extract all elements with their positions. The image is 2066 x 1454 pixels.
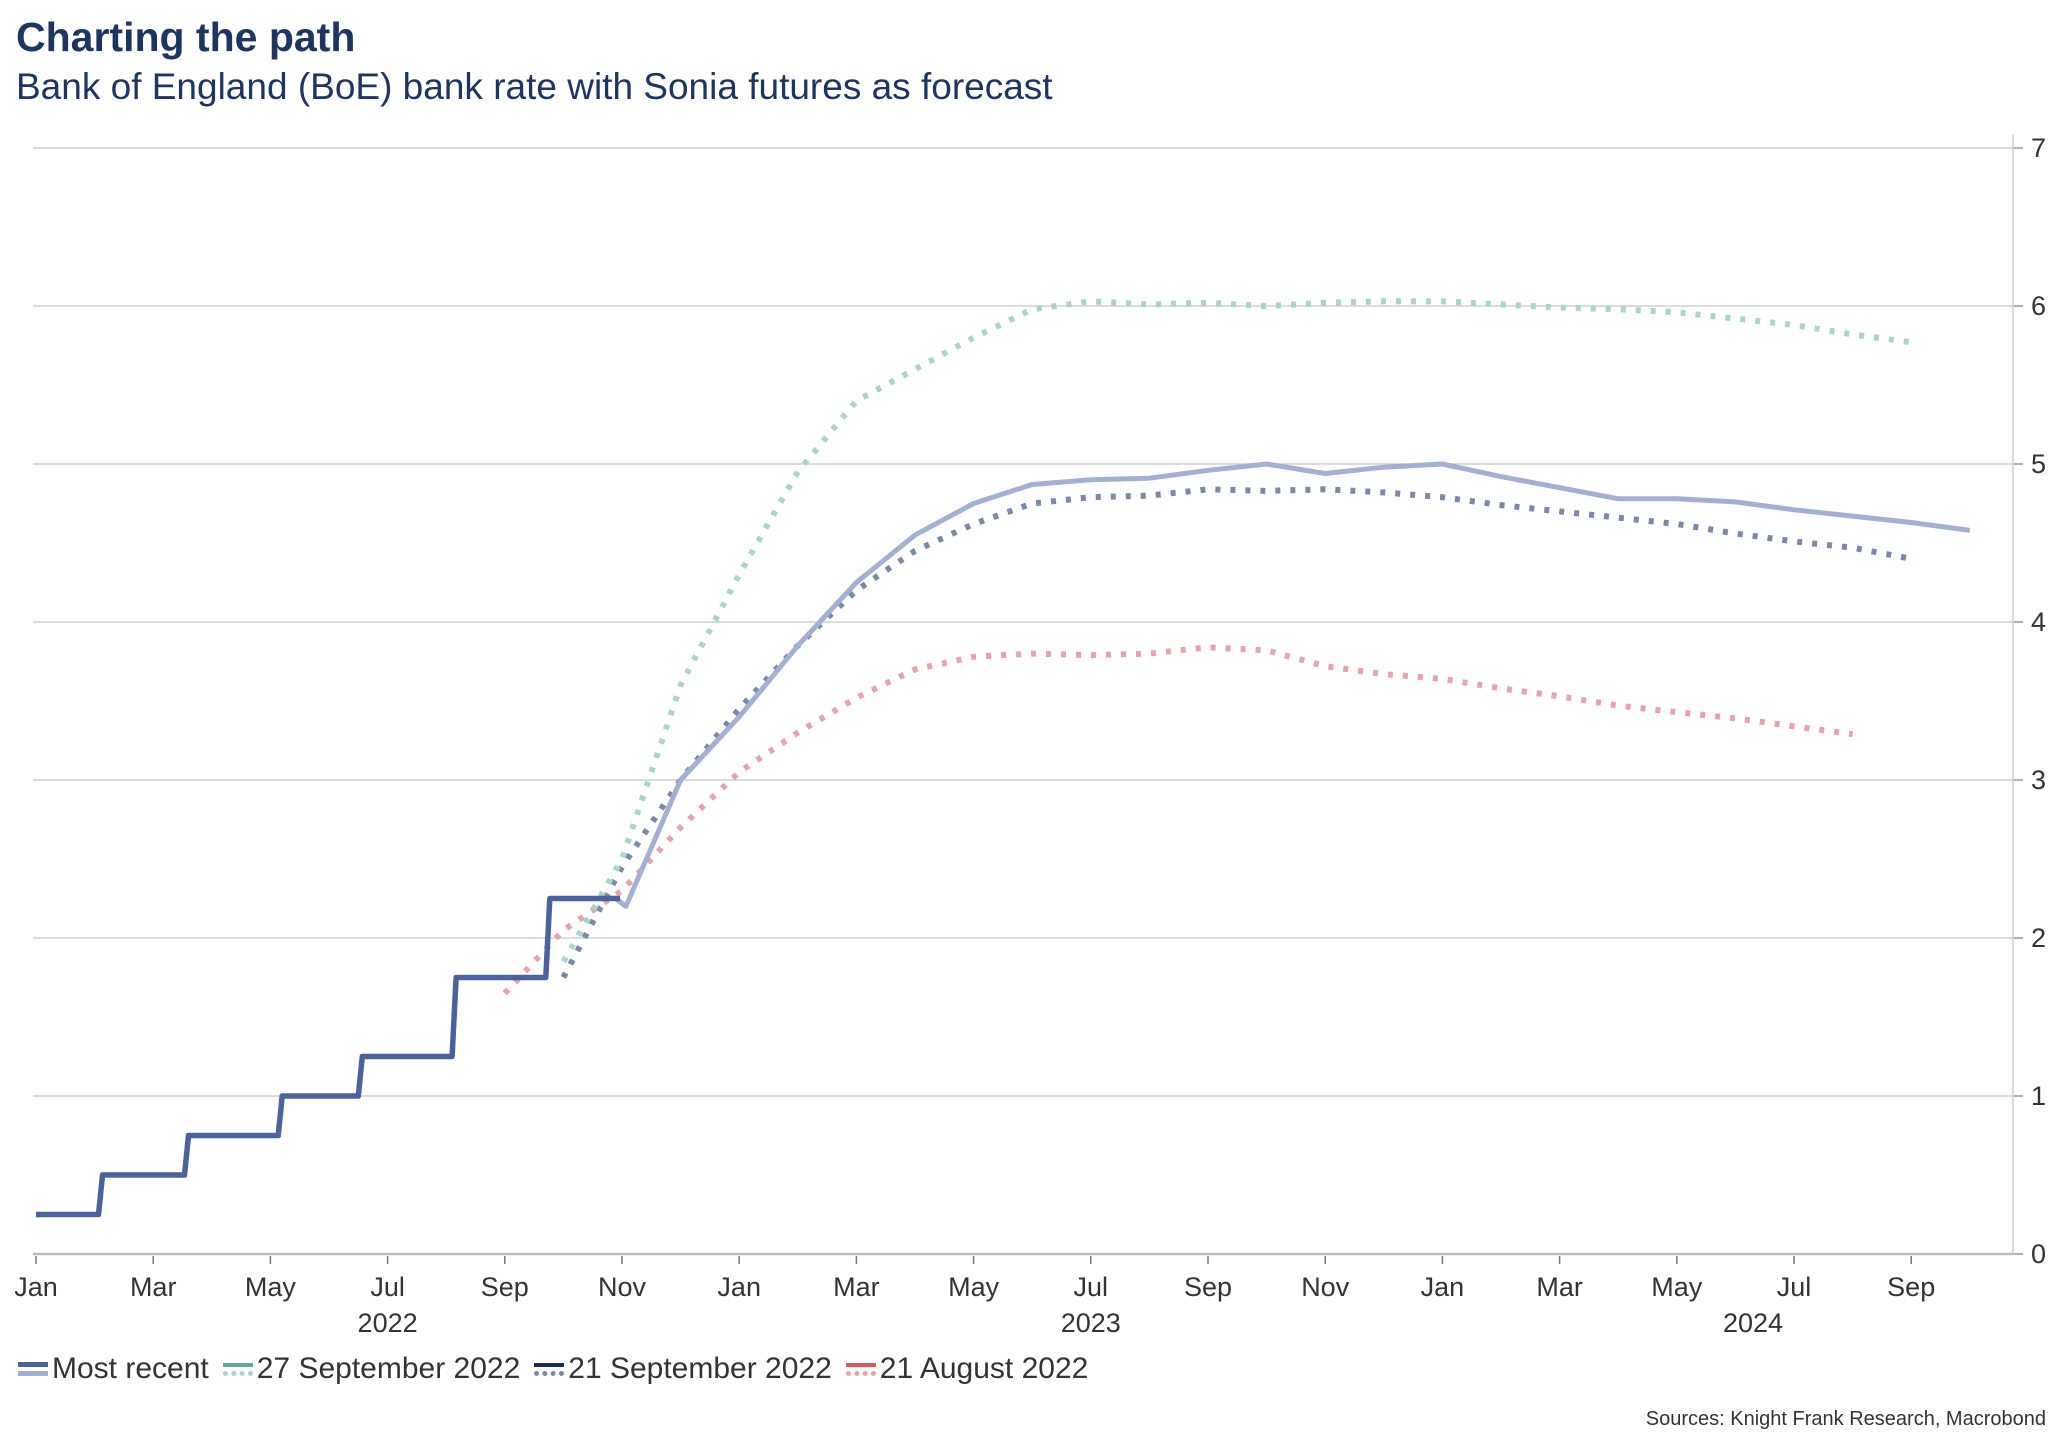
series-line-21-august-2022 (502, 644, 1854, 996)
y-tick-label: 7 (2031, 133, 2046, 163)
x-tick-label: Jul (370, 1272, 405, 1302)
legend-swatch (18, 1362, 48, 1376)
legend-label: 21 September 2022 (568, 1352, 832, 1385)
legend-item-21-august-2022: 21 August 2022 (845, 1352, 1089, 1386)
x-tick-label: May (245, 1272, 297, 1302)
legend-item-27-september-2022: 27 September 2022 (222, 1352, 521, 1386)
legend-label: Most recent (52, 1352, 209, 1385)
x-year-label: 2022 (358, 1308, 418, 1338)
x-tick-label: May (1651, 1272, 1703, 1302)
y-tick-label: 2 (2031, 923, 2046, 953)
legend: Most recent 27 September 2022 21 Septemb… (18, 1352, 1088, 1386)
x-tick-label: Mar (1536, 1272, 1583, 1302)
x-tick-label: Jan (717, 1272, 761, 1302)
x-tick-label: Sep (1184, 1272, 1232, 1302)
series-line-most-recent-bank-rate (36, 895, 621, 1218)
y-tick-label: 5 (2031, 449, 2046, 479)
legend-swatch (222, 1362, 253, 1376)
legend-label: 27 September 2022 (256, 1352, 521, 1385)
x-tick-label: Sep (1887, 1272, 1935, 1302)
x-tick-label: Mar (130, 1272, 177, 1302)
chart-title: Charting the path (16, 14, 356, 60)
x-tick-label: Nov (1301, 1272, 1350, 1302)
x-tick-label: Jul (1777, 1272, 1812, 1302)
y-tick-label: 4 (2031, 607, 2046, 637)
legend-item-21-september-2022: 21 September 2022 (534, 1352, 832, 1386)
series-line-27-september-2022 (560, 298, 1912, 964)
legend-swatch (534, 1362, 565, 1376)
x-tick-label: Mar (833, 1272, 880, 1302)
series-line-21-september-2022 (560, 486, 1912, 979)
legend-swatch (845, 1362, 876, 1376)
sources-note: Sources: Knight Frank Research, Macrobon… (1645, 1408, 2046, 1430)
x-tick-label: Jul (1074, 1272, 1109, 1302)
x-year-label: 2023 (1061, 1308, 1121, 1338)
y-tick-label: 1 (2031, 1081, 2046, 1111)
series-line-most-recent-forecast (614, 461, 1971, 909)
x-tick-label: Jan (1421, 1272, 1465, 1302)
chart-subtitle: Bank of England (BoE) bank rate with Son… (16, 66, 1053, 107)
legend-item-most-recent: Most recent (18, 1352, 209, 1386)
x-tick-label: Jan (14, 1272, 58, 1302)
x-tick-label: Nov (598, 1272, 647, 1302)
x-tick-label: Sep (481, 1272, 529, 1302)
y-tick-label: 0 (2031, 1239, 2046, 1269)
legend-label: 21 August 2022 (879, 1352, 1089, 1385)
y-tick-label: 6 (2031, 291, 2046, 321)
x-tick-label: May (948, 1272, 1000, 1302)
x-year-label: 2024 (1723, 1308, 1783, 1338)
y-tick-label: 3 (2031, 765, 2046, 795)
